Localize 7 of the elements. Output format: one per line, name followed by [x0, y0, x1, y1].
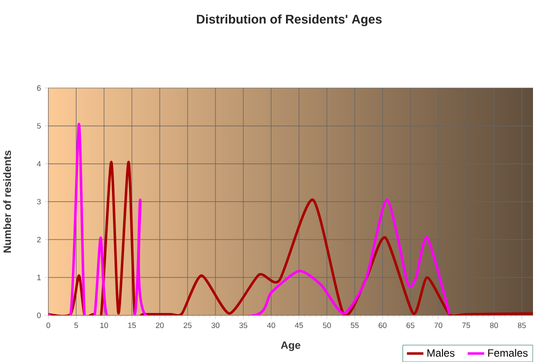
line-series — [48, 122, 451, 316]
x-axis-title: Age — [280, 341, 300, 351]
line-series — [48, 160, 534, 316]
legend-label: Males — [427, 348, 454, 357]
y-axis-title: Number of residents — [3, 150, 12, 252]
chart-title: Distribution of Residents' Ages — [196, 14, 382, 26]
legend-label: Females — [488, 348, 528, 357]
